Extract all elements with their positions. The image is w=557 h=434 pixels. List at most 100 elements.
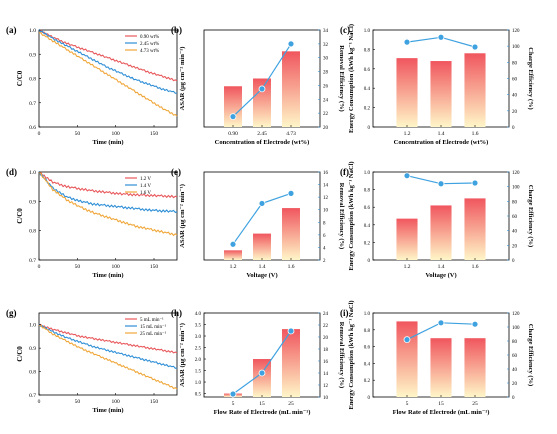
x-tick-label: 0.90 — [228, 131, 238, 137]
y-tick-label: 1.0 — [364, 312, 371, 317]
x-tick-label: 25 — [472, 401, 478, 407]
panel-i: (i) 5 15 25 0 0.2 0.4 0.6 0.8 1.0 0 20 40 60 80 100 120 F… — [340, 300, 534, 416]
y2-tick-label: 30 — [323, 57, 329, 62]
series-line — [38, 171, 178, 214]
y-axis-label: C/C0 — [16, 208, 24, 224]
series-line — [38, 323, 178, 369]
x-tick-label: 5 — [232, 401, 235, 407]
x-tick-label: 150 — [150, 399, 159, 405]
bar — [464, 338, 486, 397]
panel-h: (h) 5 15 25 0.5 1.0 1.5 2.0 2.5 3.0 3.5 4.0 10 12 14 16… — [171, 308, 345, 416]
y-tick-label: 0.7 — [29, 101, 36, 107]
y-tick-label: 1.0 — [195, 381, 202, 386]
x-tick-label: 5 — [406, 401, 409, 407]
y2-tick-label: 80 — [512, 61, 518, 66]
y-tick-label: 2.0 — [195, 358, 202, 363]
x-tick-label: 1.4 — [259, 264, 266, 270]
bar — [396, 218, 418, 260]
efficiency-point — [437, 180, 445, 188]
y2-tick-label: 0 — [512, 126, 515, 131]
y2-tick-label: 60 — [512, 215, 518, 220]
y2-tick-label: 8 — [323, 221, 326, 226]
x-tick-label: 100 — [112, 264, 121, 270]
y-tick-label: 0.6 — [29, 125, 36, 131]
bar — [464, 53, 486, 127]
y2-tick-label: 34 — [323, 29, 329, 34]
y2-tick-label: 12 — [323, 196, 329, 201]
y-tick-label: 0.9 — [29, 199, 36, 205]
legend-entry: 2.45 wt% — [140, 42, 159, 47]
y2-tick-label: 20 — [512, 382, 518, 387]
bar — [253, 233, 271, 260]
x-tick-label: 50 — [75, 399, 81, 405]
y-tick-label: 0.6 — [364, 206, 371, 211]
x-axis-label: Time (min) — [92, 272, 123, 279]
y-tick-label: 0.8 — [29, 229, 36, 235]
panel-label: (c) — [340, 25, 350, 35]
panel-label: (a) — [6, 25, 17, 35]
efficiency-point — [437, 319, 445, 327]
x-axis-label: Concentration of Electrode (wt%) — [215, 139, 310, 146]
y2-tick-label: 20 — [512, 244, 518, 249]
panel-e: (e) 1.2 1.4 1.6 2 4 6 8 10 12 14 16 Voltage (V) ASAR … — [171, 167, 345, 279]
y-tick-label: 4.0 — [195, 312, 202, 317]
legend-entry: 1.6 V — [140, 191, 151, 196]
y-tick-label: 0.8 — [29, 370, 36, 376]
x-tick-label: 1.6 — [472, 264, 479, 270]
y-tick-label: 0.8 — [364, 329, 371, 334]
y2-tick-label: 120 — [512, 312, 520, 317]
y2-tick-label: 24 — [323, 312, 329, 317]
efficiency-point — [471, 320, 479, 328]
efficiency-point — [229, 240, 237, 248]
panel-label: (e) — [171, 167, 181, 177]
bar — [224, 86, 242, 127]
y2-tick-label: 10 — [323, 209, 329, 214]
series-line — [38, 31, 178, 117]
y-tick-label: 0 — [368, 396, 371, 401]
series-line — [38, 172, 178, 237]
y2-tick-label: 14 — [323, 184, 329, 189]
efficiency-point — [258, 369, 266, 377]
panel-label: (b) — [171, 25, 182, 35]
efficiency-point — [287, 189, 295, 197]
y2-tick-label: 22 — [323, 324, 329, 329]
y-tick-label: 0.2 — [364, 379, 371, 384]
efficiency-point — [437, 33, 445, 41]
x-tick-label: 25 — [288, 401, 294, 407]
y-axis-label: Energy Consumption (kWh kg⁻¹ NaCl) — [348, 300, 355, 409]
y2-tick-label: 40 — [512, 368, 518, 373]
bar — [282, 208, 300, 260]
y2-tick-label: 2 — [323, 259, 326, 264]
series-line — [38, 29, 178, 94]
x-tick-label: 50 — [75, 264, 81, 270]
legend-entry: 5 mL min⁻¹ — [140, 317, 164, 323]
y-tick-label: 1.0 — [364, 171, 371, 176]
y2-tick-label: 60 — [512, 354, 518, 359]
y2-tick-label: 10 — [323, 396, 329, 401]
y-tick-label: 1.0 — [29, 323, 36, 329]
x-axis-label: Flow Rate of Electrode (mL min⁻¹) — [214, 409, 311, 416]
efficiency-point — [403, 336, 411, 344]
y-tick-label: 0.5 — [195, 393, 202, 398]
bar — [253, 359, 271, 397]
bar — [253, 78, 271, 127]
y2-tick-label: 28 — [323, 71, 329, 76]
panel-label: (f) — [340, 167, 349, 177]
x-tick-label: 0 — [38, 264, 41, 270]
y-tick-label: 0.6 — [364, 68, 371, 73]
y2-tick-label: 0 — [512, 396, 515, 401]
series-line — [38, 323, 178, 354]
bar — [224, 250, 242, 260]
panel-f: (f) 1.2 1.4 1.6 0 0.2 0.4 0.6 0.8 1.0 0 20 40 60 80 100… — [340, 161, 534, 279]
y-tick-label: 0.4 — [364, 87, 371, 92]
y2-tick-label: 100 — [512, 186, 520, 191]
y2-tick-label: 120 — [512, 171, 520, 176]
y-tick-label: 0.8 — [364, 189, 371, 194]
panel-a: (a) 0 50 100 150 0.6 0.7 0.8 0.9 1.0 Time (min) C/C… — [6, 25, 178, 146]
y-tick-label: 0 — [368, 259, 371, 264]
panel-b: (b) 0.90 2.45 4.73 20 22 24 26 28 30 32 34 Concentra… — [171, 25, 345, 146]
x-axis-label: Voltage (V) — [246, 272, 277, 279]
x-tick-label: 2.45 — [257, 131, 267, 137]
y2-axis-label: Removal Efficiency (%) — [338, 183, 345, 249]
